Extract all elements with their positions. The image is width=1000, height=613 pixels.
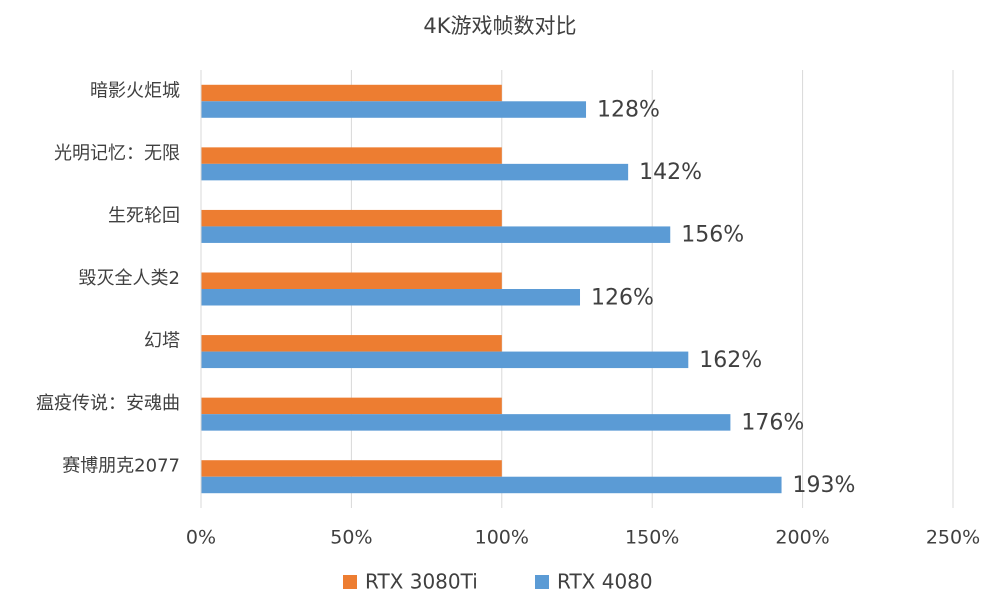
data-label: 126% <box>591 285 654 310</box>
bar <box>201 163 629 181</box>
y-tick-label: 毁灭全人类2 <box>79 268 180 289</box>
chart-title: 4K游戏帧数对比 <box>423 14 576 38</box>
bar <box>201 272 502 289</box>
y-tick-label: 赛博朋克2077 <box>62 456 180 477</box>
x-tick-label: 150% <box>625 527 679 549</box>
data-label: 176% <box>741 410 804 435</box>
data-label: 162% <box>699 348 762 373</box>
data-label: 128% <box>597 98 660 123</box>
bar <box>201 351 689 369</box>
bar <box>201 335 502 352</box>
bar <box>201 147 502 164</box>
legend-label: RTX 4080 <box>557 570 653 594</box>
bar <box>201 414 731 431</box>
data-label: 142% <box>639 160 702 185</box>
legend-swatch <box>343 575 357 589</box>
y-tick-label: 生死轮回 <box>108 205 180 226</box>
x-tick-label: 250% <box>926 527 980 549</box>
data-label: 193% <box>793 473 856 498</box>
y-tick-label: 幻塔 <box>144 331 180 352</box>
legend-label: RTX 3080Ti <box>365 570 478 594</box>
y-tick-label: 光明记忆：无限 <box>54 143 180 164</box>
y-tick-label: 暗影火炬城 <box>90 80 180 101</box>
bar <box>201 289 581 306</box>
legend-swatch <box>535 575 549 589</box>
bar <box>201 84 502 102</box>
x-tick-label: 0% <box>186 527 216 549</box>
x-tick-label: 50% <box>330 527 372 549</box>
bar <box>201 460 502 477</box>
bar <box>201 397 502 415</box>
y-tick-label: 瘟疫传说：安魂曲 <box>36 393 180 414</box>
bar <box>201 209 502 227</box>
bar <box>201 101 587 118</box>
x-tick-label: 200% <box>775 527 829 549</box>
x-tick-label: 100% <box>475 527 529 549</box>
bar <box>201 476 782 494</box>
bar <box>201 226 671 243</box>
data-label: 156% <box>681 223 744 248</box>
